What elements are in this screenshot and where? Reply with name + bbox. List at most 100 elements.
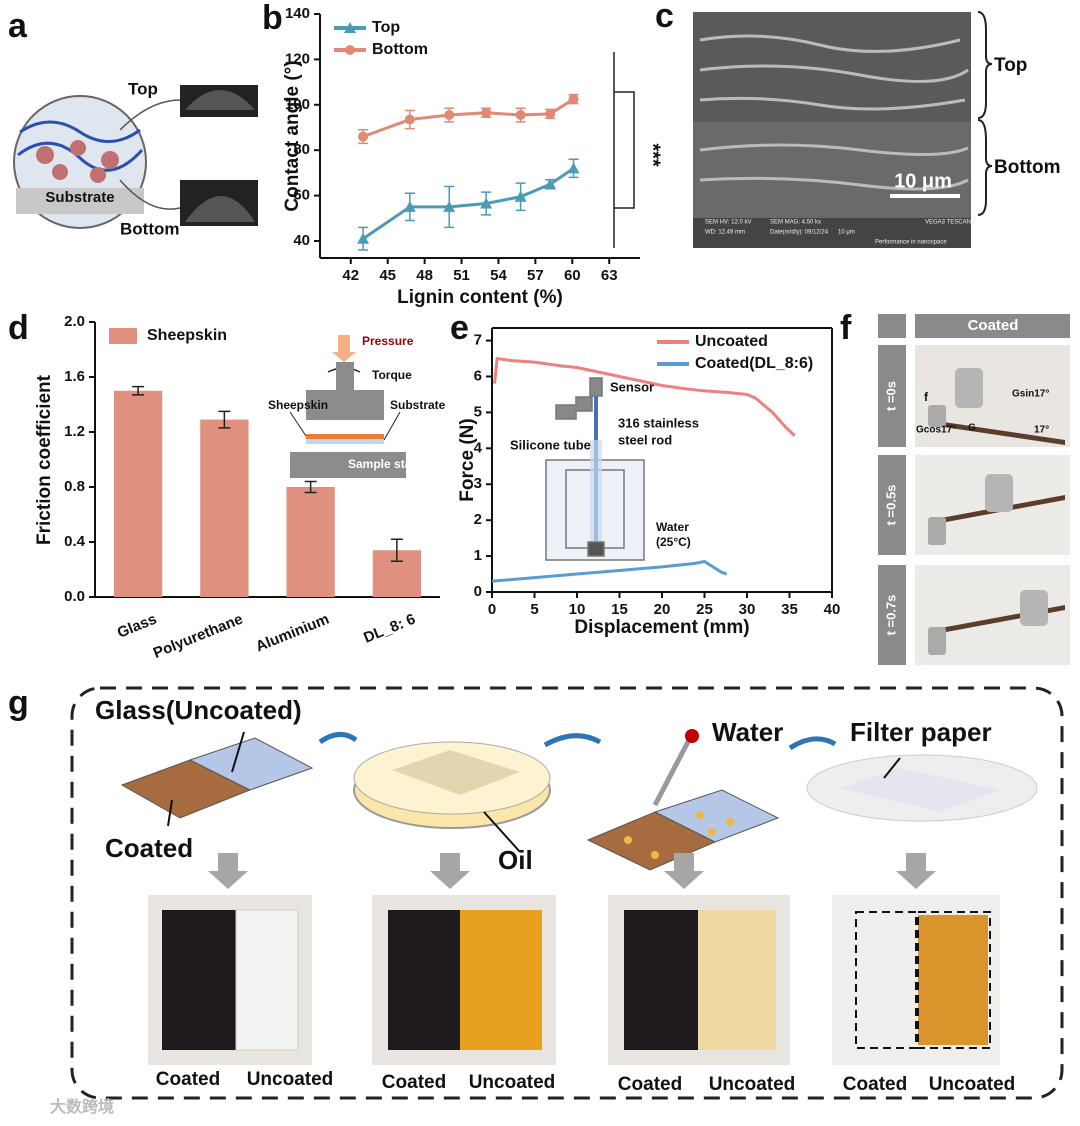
point bbox=[544, 178, 557, 190]
label: Oil bbox=[498, 845, 533, 875]
panel-label: d bbox=[8, 309, 29, 347]
legend-label: Bottom bbox=[372, 41, 428, 58]
panel-label: a bbox=[8, 7, 28, 45]
point bbox=[403, 200, 416, 212]
caption: Uncoated bbox=[247, 1069, 334, 1090]
x-tick-label: Glass bbox=[115, 611, 159, 642]
x-tick-label: 63 bbox=[601, 267, 618, 284]
label: Bottom bbox=[994, 157, 1060, 178]
annotation: Silicone tube bbox=[510, 437, 591, 452]
sem-info: SEM HV: 12.0 kV bbox=[705, 220, 751, 226]
annotation: steel rod bbox=[618, 432, 672, 447]
legend-marker bbox=[345, 45, 355, 55]
x-tick-label: 20 bbox=[654, 601, 671, 618]
y-tick-label: 1.6 bbox=[64, 368, 85, 385]
annotation: Pressure bbox=[362, 334, 414, 348]
legend-swatch bbox=[109, 328, 137, 344]
y-tick-label: 2 bbox=[474, 511, 482, 528]
y-tick-label: 0.4 bbox=[64, 533, 86, 550]
caption: Coated bbox=[156, 1069, 220, 1090]
x-tick-label: 60 bbox=[564, 267, 581, 284]
y-axis-label: Force (N) bbox=[457, 418, 478, 501]
line bbox=[493, 357, 796, 437]
label: Glass(Uncoated) bbox=[95, 695, 302, 725]
y-tick-label: 80 bbox=[293, 141, 310, 158]
x-axis-label: Lignin content (%) bbox=[397, 287, 563, 308]
sem-info: Date(m/d/y): 09/12/24 bbox=[770, 230, 829, 236]
y-tick-label: 0.8 bbox=[64, 478, 85, 495]
label: Top bbox=[128, 79, 158, 98]
x-tick-label: 25 bbox=[696, 601, 713, 618]
sem-info: WD: 12.49 mm bbox=[705, 230, 745, 236]
y-tick-label: 120 bbox=[285, 50, 310, 67]
point bbox=[357, 232, 370, 244]
annotation: Substrate bbox=[390, 398, 446, 412]
point bbox=[514, 190, 527, 202]
panel-label: c bbox=[655, 0, 674, 35]
x-tick-label: 15 bbox=[611, 601, 628, 618]
error-bar bbox=[218, 410, 231, 429]
panel-f: Coated t =0s t =0.5s t =0.7s f Gsin17° G… bbox=[878, 314, 1070, 665]
caption: Uncoated bbox=[709, 1074, 796, 1095]
x-tick-label: 0 bbox=[488, 601, 496, 618]
annotation: *** bbox=[642, 143, 664, 167]
panel-label: b bbox=[262, 0, 283, 37]
chart: 40 60 80 100 120 140 42 45 48 51 54 57 60 63 Lignin co… bbox=[282, 5, 664, 308]
x-tick-label: Aluminium bbox=[253, 611, 331, 656]
sem-info: Performance in nanospace bbox=[875, 240, 947, 246]
force-label: Gsin17° bbox=[1012, 389, 1049, 400]
y-tick-label: 0.0 bbox=[64, 588, 85, 605]
label: Coated bbox=[105, 833, 193, 863]
force-label: 17° bbox=[1034, 425, 1049, 436]
bar bbox=[286, 487, 335, 597]
legend-label: Uncoated bbox=[695, 333, 768, 350]
y-tick-label: 40 bbox=[293, 232, 310, 249]
label: Bottom bbox=[120, 219, 179, 238]
panel-label: f bbox=[840, 309, 852, 347]
x-tick-label: 57 bbox=[527, 267, 544, 284]
x-tick-label: 48 bbox=[416, 267, 433, 284]
point bbox=[444, 110, 455, 121]
y-tick-label: 4 bbox=[474, 439, 483, 456]
y-tick-label: 2.0 bbox=[64, 313, 85, 330]
point bbox=[567, 162, 580, 174]
y-tick-label: 5 bbox=[474, 403, 482, 420]
tensile-setup-inset bbox=[545, 377, 645, 561]
x-tick-label: 35 bbox=[781, 601, 798, 618]
y-axis-label: Friction coefficient bbox=[34, 374, 55, 545]
legend-label: Sheepskin bbox=[147, 327, 227, 344]
label: Substrate bbox=[45, 189, 114, 206]
y-tick-label: 1 bbox=[474, 547, 482, 564]
y-tick-label: 6 bbox=[474, 367, 482, 384]
legend-marker bbox=[344, 22, 356, 33]
x-tick-label: DL_8: 6 bbox=[361, 611, 418, 647]
bar bbox=[113, 390, 163, 597]
panel-label: g bbox=[8, 684, 29, 722]
panel-c: 10 μm SEM HV: 12.0 kV SEM MAG: 4.50 kx V… bbox=[693, 11, 1060, 248]
sem-info: VEGA3 TESCAN bbox=[925, 220, 971, 226]
annotation: 316 stainless bbox=[618, 415, 699, 430]
x-tick-label: 30 bbox=[739, 601, 756, 618]
point bbox=[404, 114, 415, 125]
friction-setup-inset bbox=[289, 335, 406, 478]
point bbox=[480, 197, 493, 209]
panel-a: Top Substrate Bottom bbox=[13, 79, 258, 238]
y-tick-label: 140 bbox=[285, 5, 310, 22]
caption: Coated bbox=[843, 1074, 907, 1095]
panel-label: e bbox=[450, 309, 469, 347]
y-tick-label: 3 bbox=[474, 475, 482, 492]
error-bar bbox=[132, 385, 145, 396]
caption: Uncoated bbox=[469, 1072, 556, 1093]
line bbox=[362, 167, 575, 240]
annotation: Water bbox=[656, 520, 689, 534]
time-label: t =0.7s bbox=[883, 595, 898, 636]
table-header: Coated bbox=[968, 317, 1019, 334]
panel-g: Glass(Uncoated) Coated Oil Water Filter … bbox=[70, 686, 1064, 1100]
annotation: Sheepskin bbox=[268, 398, 328, 412]
y-tick-label: 0 bbox=[474, 583, 482, 600]
point bbox=[515, 110, 526, 121]
x-tick-label: 45 bbox=[379, 267, 396, 284]
x-tick-label: 40 bbox=[824, 601, 841, 618]
time-label: t =0.5s bbox=[883, 485, 898, 526]
